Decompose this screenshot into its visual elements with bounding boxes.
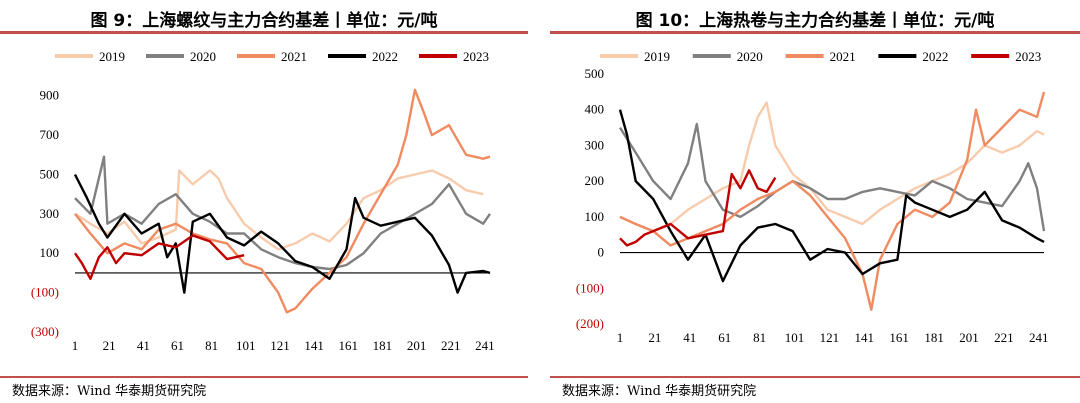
legend-label: 2022 xyxy=(922,49,948,64)
x-tick-label: 181 xyxy=(373,338,393,353)
legend-item: 2019 xyxy=(55,49,125,64)
x-tick-label: 221 xyxy=(994,330,1014,345)
legend-item: 2021 xyxy=(237,49,307,64)
chart-title: 图 10：上海热卷与主力合约基差丨单位：元/吨 xyxy=(635,11,995,31)
y-tick-label: (100) xyxy=(576,280,604,295)
source-divider xyxy=(0,376,528,378)
x-tick-label: 201 xyxy=(407,338,427,353)
chart-rebar-basis: 2019 2020 2021 2022 2023 900 700 500 300 100 (100)… xyxy=(31,49,495,353)
y-tick-label: 500 xyxy=(40,166,60,181)
legend: 2019 2020 2021 2022 2023 xyxy=(600,49,1041,64)
x-tick-label: 21 xyxy=(648,330,661,345)
series-line-2020 xyxy=(618,122,1046,232)
x-tick-label: 81 xyxy=(753,330,766,345)
y-tick-label: 700 xyxy=(40,127,60,142)
legend-label: 2020 xyxy=(737,49,763,64)
x-tick-label: 1 xyxy=(72,338,79,353)
y-tick-label: 300 xyxy=(40,206,60,221)
series-line-2022 xyxy=(618,109,1045,283)
source-note: 数据来源：Wind 华泰期货研究院 xyxy=(12,384,207,399)
legend-label: 2020 xyxy=(190,49,216,64)
y-tick-label: (100) xyxy=(31,285,59,300)
y-tick-label: 900 xyxy=(40,88,60,103)
x-tick-label: 201 xyxy=(959,330,979,345)
legend-label: 2023 xyxy=(1015,49,1041,64)
y-tick-label: 400 xyxy=(585,102,605,117)
legend-label: 2023 xyxy=(463,49,489,64)
y-tick-label: 100 xyxy=(585,209,605,224)
x-tick-label: 241 xyxy=(1029,330,1049,345)
legend-item: 2022 xyxy=(878,49,948,64)
chart-panel-rebar: 图 9：上海螺纹与主力合约基差丨单位：元/吨 2019 2020 2021 2022 2… xyxy=(0,0,528,403)
title-divider xyxy=(550,31,1080,34)
x-tick-label: 101 xyxy=(236,338,256,353)
legend-item: 2020 xyxy=(146,49,216,64)
series-line-2021 xyxy=(74,88,491,314)
series-line-2023 xyxy=(619,169,777,247)
x-tick-label: 21 xyxy=(103,338,116,353)
source-divider xyxy=(550,376,1080,378)
title-divider xyxy=(0,31,528,34)
x-tick-label: 121 xyxy=(270,338,290,353)
legend-item: 2021 xyxy=(785,49,856,64)
legend-label: 2021 xyxy=(281,49,307,64)
y-tick-label: 500 xyxy=(585,66,605,81)
series-line-2021 xyxy=(619,91,1046,311)
x-tick-label: 81 xyxy=(205,338,218,353)
x-tick-label: 41 xyxy=(137,338,150,353)
legend-item: 2023 xyxy=(971,49,1041,64)
y-tick-label: 100 xyxy=(40,245,60,260)
x-tick-label: 141 xyxy=(304,338,324,353)
x-tick-label: 221 xyxy=(441,338,461,353)
x-tick-label: 241 xyxy=(475,338,495,353)
series-line-2020 xyxy=(74,155,491,271)
x-tick-label: 41 xyxy=(683,330,696,345)
y-tick-label: 200 xyxy=(585,173,605,188)
x-tick-label: 61 xyxy=(171,338,184,353)
x-tick-label: 121 xyxy=(820,330,840,345)
x-tick-label: 181 xyxy=(924,330,944,345)
x-tick-label: 1 xyxy=(617,330,624,345)
legend-label: 2019 xyxy=(644,49,670,64)
legend-label: 2022 xyxy=(372,49,398,64)
x-tick-label: 61 xyxy=(718,330,731,345)
y-tick-label: 0 xyxy=(598,245,605,260)
series-line-2022 xyxy=(73,173,491,294)
legend-item: 2022 xyxy=(328,49,398,64)
legend-item: 2019 xyxy=(600,49,670,64)
chart-panel-hotcoil: 图 10：上海热卷与主力合约基差丨单位：元/吨 2019 2020 2021 2022… xyxy=(550,0,1080,403)
x-tick-label: 141 xyxy=(855,330,875,345)
chart-hotcoil-basis: 2019 2020 2021 2022 2023 500 400 300 200 100 0 (100… xyxy=(576,49,1049,345)
legend-item: 2023 xyxy=(419,49,489,64)
x-tick-label: 161 xyxy=(339,338,359,353)
chart-title: 图 9：上海螺纹与主力合约基差丨单位：元/吨 xyxy=(90,11,438,31)
legend-label: 2019 xyxy=(99,49,125,64)
x-tick-label: 101 xyxy=(785,330,805,345)
legend-label: 2021 xyxy=(830,49,856,64)
y-tick-label: 300 xyxy=(585,137,605,152)
y-tick-label: (300) xyxy=(31,324,59,339)
legend: 2019 2020 2021 2022 2023 xyxy=(55,49,489,64)
series-line-2023 xyxy=(74,234,245,281)
y-tick-label: (200) xyxy=(576,316,604,331)
legend-item: 2020 xyxy=(692,49,763,64)
x-tick-label: 161 xyxy=(889,330,909,345)
source-note: 数据来源：Wind 华泰期货研究院 xyxy=(562,384,757,399)
series-line-2019 xyxy=(619,101,1045,233)
